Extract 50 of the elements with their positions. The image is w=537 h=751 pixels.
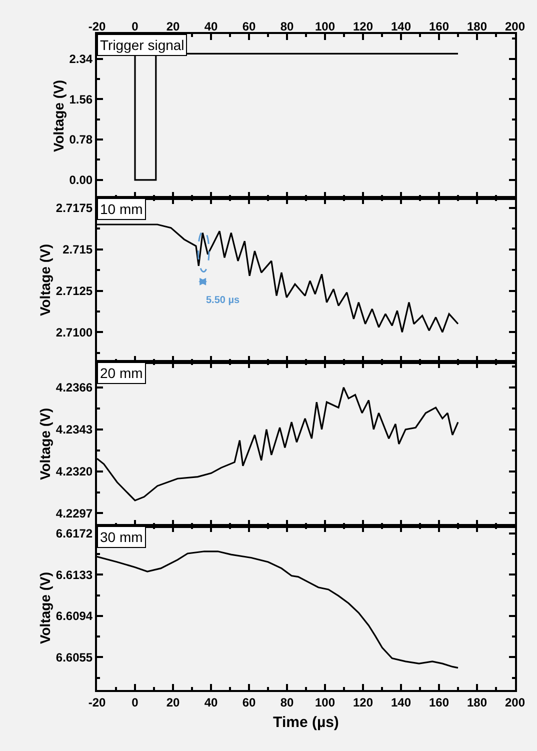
x2-tick-label: -20 bbox=[88, 20, 106, 34]
y-tick-label: 2.34 bbox=[69, 52, 93, 66]
x-tick-label: -20 bbox=[88, 695, 106, 710]
y-tick-label: 0.78 bbox=[69, 132, 93, 147]
y-tick-label: 2.7100 bbox=[56, 325, 93, 340]
x-tick-label: 140 bbox=[390, 695, 412, 710]
x-axis-title: Time (µs) bbox=[273, 714, 339, 731]
x-tick-label: 120 bbox=[352, 695, 374, 710]
annotation: 10 mm bbox=[100, 201, 143, 217]
y-tick-label: 6.6055 bbox=[56, 650, 93, 664]
y-tick-label: 4.2366 bbox=[56, 380, 93, 395]
x2-tick-label: 140 bbox=[390, 20, 412, 34]
y-tick-label: 2.715 bbox=[62, 242, 93, 257]
y-axis-title: Voltage (V) bbox=[50, 80, 66, 152]
x2-tick-label: 60 bbox=[242, 20, 256, 34]
x2-tick-label: 80 bbox=[280, 20, 294, 34]
x-tick-label: 0 bbox=[132, 695, 139, 710]
y-axis-title: Voltage (V) bbox=[36, 408, 53, 480]
x-tick-label: 60 bbox=[242, 695, 256, 710]
x-tick-label: 200 bbox=[504, 695, 526, 710]
annotation: 20 mm bbox=[100, 365, 143, 381]
x2-tick-label: 160 bbox=[428, 20, 450, 34]
x-tick-label: 100 bbox=[314, 695, 336, 710]
y-tick-label: 6.6133 bbox=[56, 568, 93, 582]
x-tick-label: 80 bbox=[280, 695, 294, 710]
x-tick-label: 20 bbox=[166, 695, 180, 710]
annotation: Trigger signal bbox=[100, 37, 184, 53]
y-tick-label: 0.00 bbox=[69, 173, 93, 188]
y-tick-label: 4.2297 bbox=[56, 506, 93, 520]
y-tick-label: 1.56 bbox=[69, 92, 93, 106]
y-tick-label: 6.6172 bbox=[56, 526, 93, 541]
x2-tick-label: 120 bbox=[352, 20, 374, 34]
y-axis-title: Voltage (V) bbox=[36, 572, 53, 644]
x-tick-label: 160 bbox=[428, 695, 450, 710]
annotation: 5.50 µs bbox=[206, 295, 240, 306]
x2-tick-label: 100 bbox=[314, 20, 336, 34]
y-tick-label: 6.6094 bbox=[56, 609, 93, 624]
annotation: 30 mm bbox=[100, 529, 143, 545]
x2-tick-label: 0 bbox=[132, 20, 139, 34]
y-tick-label: 2.7175 bbox=[56, 201, 93, 216]
y-axis-title: Voltage (V) bbox=[36, 244, 53, 316]
x-tick-label: 40 bbox=[204, 695, 218, 710]
y-tick-label: 2.7125 bbox=[56, 284, 93, 298]
x-tick-label: 180 bbox=[466, 695, 488, 710]
x2-tick-label: 180 bbox=[466, 20, 488, 34]
x2-tick-label: 40 bbox=[204, 20, 218, 34]
x2-tick-label: 200 bbox=[504, 20, 526, 34]
x2-tick-label: 20 bbox=[166, 20, 180, 34]
y-tick-label: 4.2320 bbox=[56, 464, 93, 479]
y-tick-label: 4.2343 bbox=[56, 422, 93, 437]
